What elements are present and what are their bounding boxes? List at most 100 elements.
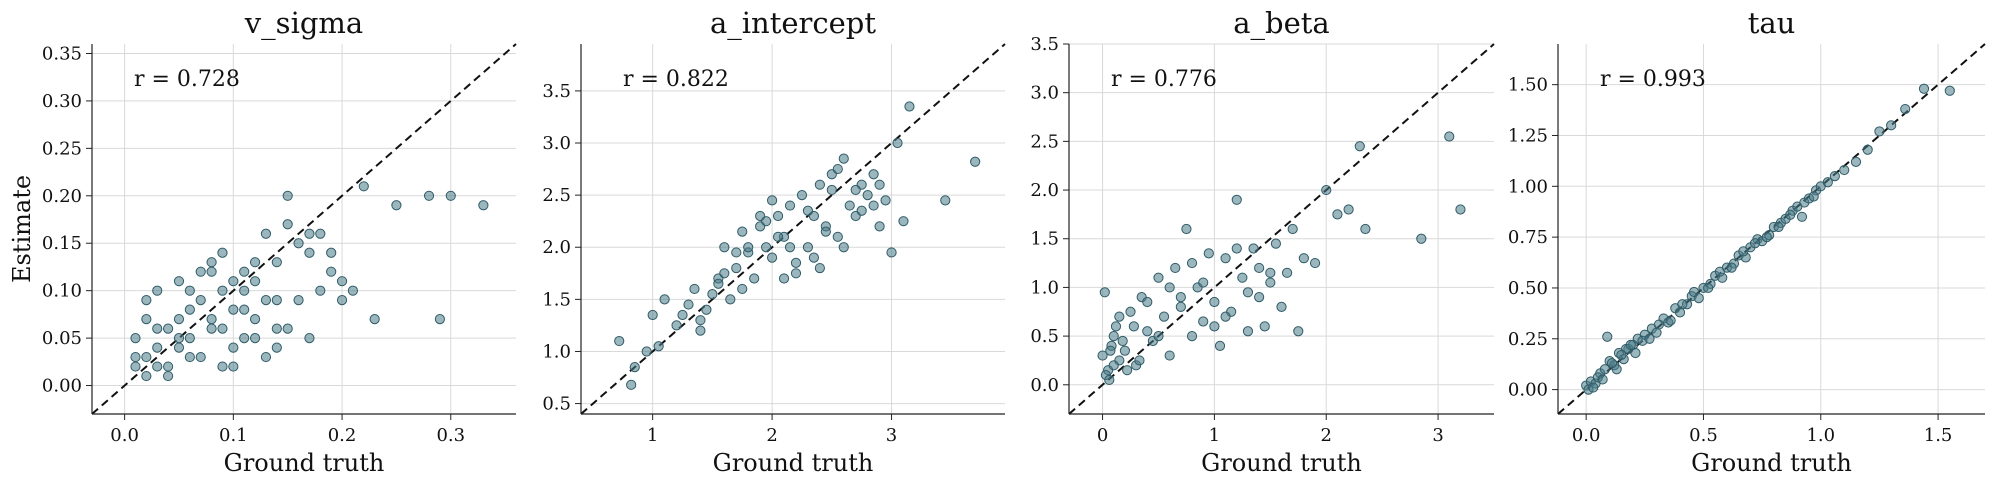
y-tick-label: 0.75 — [1508, 227, 1548, 248]
data-point — [1265, 267, 1276, 278]
data-point — [1606, 358, 1618, 369]
data-point — [173, 314, 185, 325]
identity-line — [91, 43, 517, 415]
data-point — [260, 295, 272, 306]
data-point — [814, 179, 825, 190]
y-tick-label: 2.0 — [542, 237, 571, 258]
data-point — [217, 285, 228, 296]
data-point — [1703, 282, 1714, 294]
data-point — [1599, 364, 1611, 375]
y-tick-label: 3.5 — [542, 81, 571, 102]
data-point — [970, 156, 981, 167]
data-point — [1265, 277, 1276, 288]
data-point — [1773, 221, 1784, 233]
data-point — [1270, 238, 1282, 249]
data-point — [1186, 257, 1198, 269]
x-tick-label: 0 — [1097, 425, 1108, 446]
data-point — [614, 335, 625, 347]
data-point — [271, 295, 282, 306]
x-tick-label: 3 — [1432, 425, 1443, 446]
y-tick-label: 1.0 — [1030, 277, 1059, 298]
y-tick-label: 2.5 — [1030, 131, 1059, 152]
data-point — [163, 361, 174, 372]
data-point — [304, 333, 315, 344]
data-point — [1142, 296, 1153, 308]
y-tick-label: 1.5 — [542, 289, 571, 310]
data-point — [1158, 311, 1170, 322]
data-point — [249, 276, 261, 287]
data-point — [940, 195, 951, 206]
data-point — [832, 231, 843, 242]
x-axis-label: Ground truth — [1691, 449, 1852, 477]
data-point — [1808, 191, 1819, 202]
data-point — [1164, 350, 1175, 361]
panel-title: a_beta — [1233, 6, 1329, 41]
y-tick-label: 0.25 — [1508, 329, 1548, 350]
data-point — [152, 323, 163, 334]
data-point — [1298, 253, 1309, 264]
data-point — [820, 226, 831, 237]
x-tick-label: 0.1 — [219, 425, 248, 446]
data-point — [217, 361, 228, 372]
data-point — [282, 190, 293, 201]
data-point — [1343, 204, 1354, 215]
data-point — [217, 247, 228, 258]
data-point — [293, 238, 304, 249]
data-point — [1839, 164, 1850, 176]
data-point — [653, 341, 664, 352]
x-tick-label: 0.2 — [328, 425, 357, 446]
y-tick-label: 2.0 — [1030, 180, 1059, 201]
data-point — [130, 333, 141, 344]
data-point — [184, 285, 195, 296]
data-point — [195, 295, 206, 306]
data-point — [347, 285, 359, 296]
data-point — [1186, 331, 1198, 342]
data-point — [778, 273, 790, 284]
data-point — [1281, 267, 1293, 278]
data-point — [1677, 299, 1688, 310]
data-point — [217, 323, 228, 334]
data-point — [677, 309, 688, 321]
data-point — [239, 266, 250, 277]
y-tick-label: 1.5 — [1030, 229, 1059, 250]
data-point — [862, 190, 873, 201]
x-tick-label: 0.3 — [436, 425, 465, 446]
data-point — [1862, 144, 1873, 155]
data-point — [1122, 365, 1133, 376]
data-point — [659, 294, 670, 305]
y-tick-label: 0.50 — [1508, 278, 1548, 299]
data-point — [1714, 266, 1725, 277]
data-point — [1588, 382, 1599, 393]
y-tick-label: 2.5 — [542, 185, 571, 206]
data-point — [749, 273, 760, 284]
panel-title: a_intercept — [710, 6, 876, 41]
data-point — [1874, 126, 1885, 137]
data-point — [1850, 156, 1862, 168]
data-point — [282, 323, 293, 334]
data-point — [1259, 321, 1270, 332]
data-point — [874, 179, 885, 190]
data-point — [1644, 333, 1655, 344]
data-point — [304, 228, 315, 239]
data-point — [1104, 374, 1115, 386]
data-point — [1164, 282, 1175, 293]
data-point — [1214, 340, 1226, 351]
data-point — [868, 169, 879, 180]
data-point — [152, 285, 163, 296]
data-point — [1117, 335, 1128, 347]
data-point — [228, 342, 239, 353]
y-tick-label: 1.00 — [1508, 176, 1548, 197]
y-tick-label: 0.15 — [42, 233, 82, 254]
y-tick-label: 3.0 — [542, 133, 571, 154]
y-tick-label: 1.50 — [1508, 75, 1548, 96]
x-tick-label: 2 — [766, 425, 777, 446]
data-point — [761, 216, 772, 227]
data-point — [249, 257, 261, 268]
data-point — [1248, 243, 1259, 254]
data-point — [1688, 286, 1700, 298]
data-point — [832, 163, 843, 175]
data-point — [1134, 355, 1145, 366]
x-tick-label: 1 — [647, 425, 658, 446]
data-point — [1198, 277, 1209, 288]
